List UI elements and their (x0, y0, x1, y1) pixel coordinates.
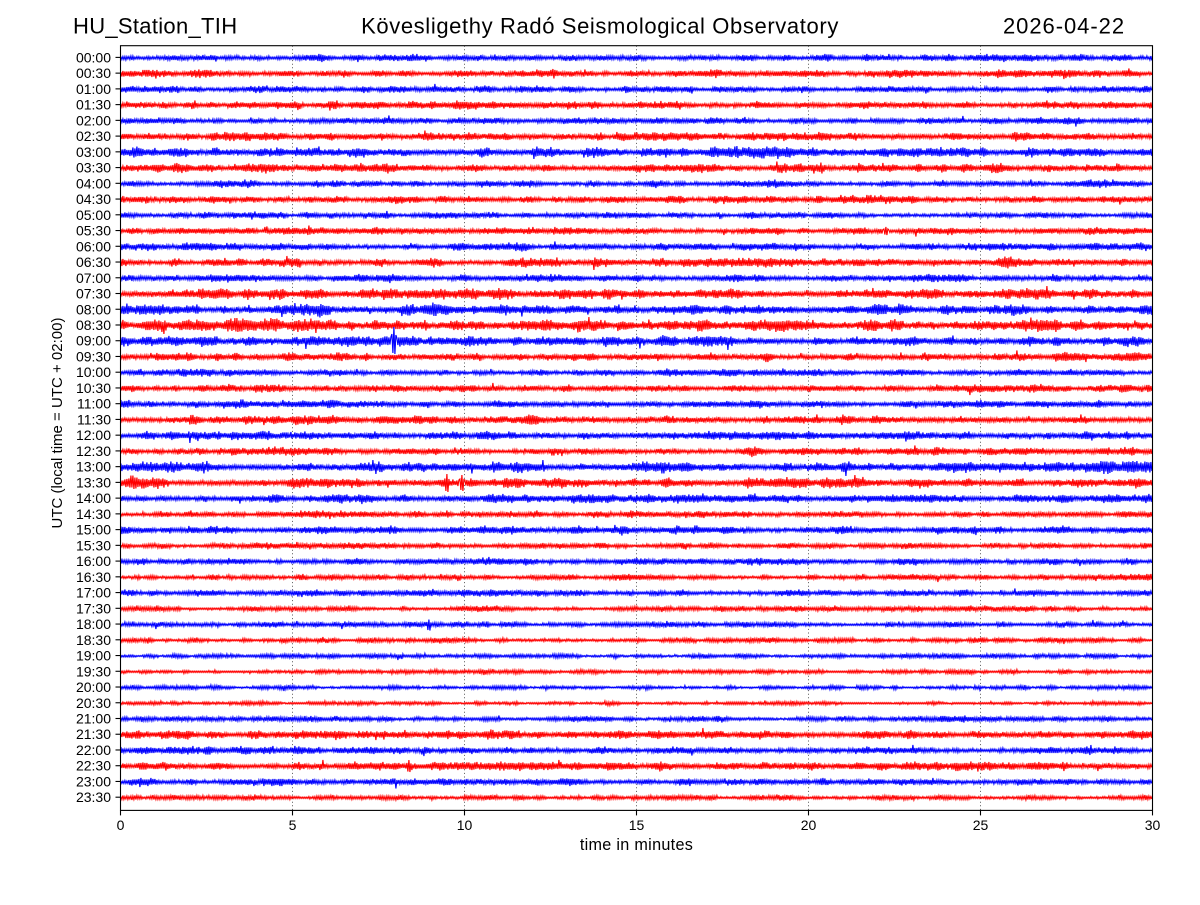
svg-text:Kövesligethy Radó Seismologica: Kövesligethy Radó Seismological Observat… (361, 14, 839, 39)
svg-text:HU_Station_TIH: HU_Station_TIH (73, 14, 237, 39)
svg-text:20:00: 20:00 (76, 679, 111, 695)
svg-text:00:00: 00:00 (76, 49, 111, 65)
svg-text:17:00: 17:00 (76, 585, 111, 601)
svg-text:02:00: 02:00 (76, 112, 111, 128)
svg-text:01:00: 01:00 (76, 81, 111, 97)
svg-text:15: 15 (629, 817, 645, 833)
svg-text:10:00: 10:00 (76, 364, 111, 380)
svg-text:30: 30 (1145, 817, 1161, 833)
svg-text:21:00: 21:00 (76, 711, 111, 727)
svg-text:05:00: 05:00 (76, 207, 111, 223)
svg-text:19:30: 19:30 (76, 663, 111, 679)
svg-text:12:00: 12:00 (76, 427, 111, 443)
svg-text:22:30: 22:30 (76, 758, 111, 774)
svg-text:0: 0 (117, 817, 125, 833)
svg-text:20: 20 (801, 817, 817, 833)
svg-text:18:30: 18:30 (76, 632, 111, 648)
svg-text:21:30: 21:30 (76, 726, 111, 742)
svg-text:15:00: 15:00 (76, 522, 111, 538)
svg-text:14:00: 14:00 (76, 490, 111, 506)
svg-text:17:30: 17:30 (76, 600, 111, 616)
svg-text:03:00: 03:00 (76, 144, 111, 160)
svg-text:13:30: 13:30 (76, 474, 111, 490)
svg-text:time in minutes: time in minutes (580, 836, 693, 854)
svg-text:19:00: 19:00 (76, 648, 111, 664)
svg-text:16:30: 16:30 (76, 569, 111, 585)
svg-text:06:30: 06:30 (76, 254, 111, 270)
svg-text:13:00: 13:00 (76, 459, 111, 475)
svg-text:20:30: 20:30 (76, 695, 111, 711)
svg-text:14:30: 14:30 (76, 506, 111, 522)
svg-text:10:30: 10:30 (76, 380, 111, 396)
svg-text:UTC (local time = UTC + 02:00): UTC (local time = UTC + 02:00) (49, 318, 66, 529)
svg-text:12:30: 12:30 (76, 443, 111, 459)
svg-text:03:30: 03:30 (76, 160, 111, 176)
svg-text:09:30: 09:30 (76, 348, 111, 364)
svg-text:15:30: 15:30 (76, 537, 111, 553)
svg-text:07:30: 07:30 (76, 286, 111, 302)
svg-text:04:00: 04:00 (76, 175, 111, 191)
svg-text:01:30: 01:30 (76, 97, 111, 113)
svg-text:18:00: 18:00 (76, 616, 111, 632)
svg-text:10: 10 (457, 817, 473, 833)
svg-text:09:00: 09:00 (76, 333, 111, 349)
svg-text:05:30: 05:30 (76, 223, 111, 239)
svg-text:11:00: 11:00 (77, 396, 111, 412)
svg-text:07:00: 07:00 (76, 270, 111, 286)
svg-text:06:00: 06:00 (76, 238, 111, 254)
svg-text:11:30: 11:30 (77, 411, 111, 427)
svg-text:02:30: 02:30 (76, 128, 111, 144)
svg-text:25: 25 (973, 817, 989, 833)
svg-text:08:00: 08:00 (76, 301, 111, 317)
svg-text:23:30: 23:30 (76, 789, 111, 805)
svg-text:08:30: 08:30 (76, 317, 111, 333)
svg-text:16:00: 16:00 (76, 553, 111, 569)
svg-text:2026-04-22: 2026-04-22 (1003, 14, 1125, 39)
svg-text:23:00: 23:00 (76, 773, 111, 789)
svg-text:04:30: 04:30 (76, 191, 111, 207)
svg-text:22:00: 22:00 (76, 742, 111, 758)
svg-text:5: 5 (289, 817, 297, 833)
svg-text:00:30: 00:30 (76, 65, 111, 81)
